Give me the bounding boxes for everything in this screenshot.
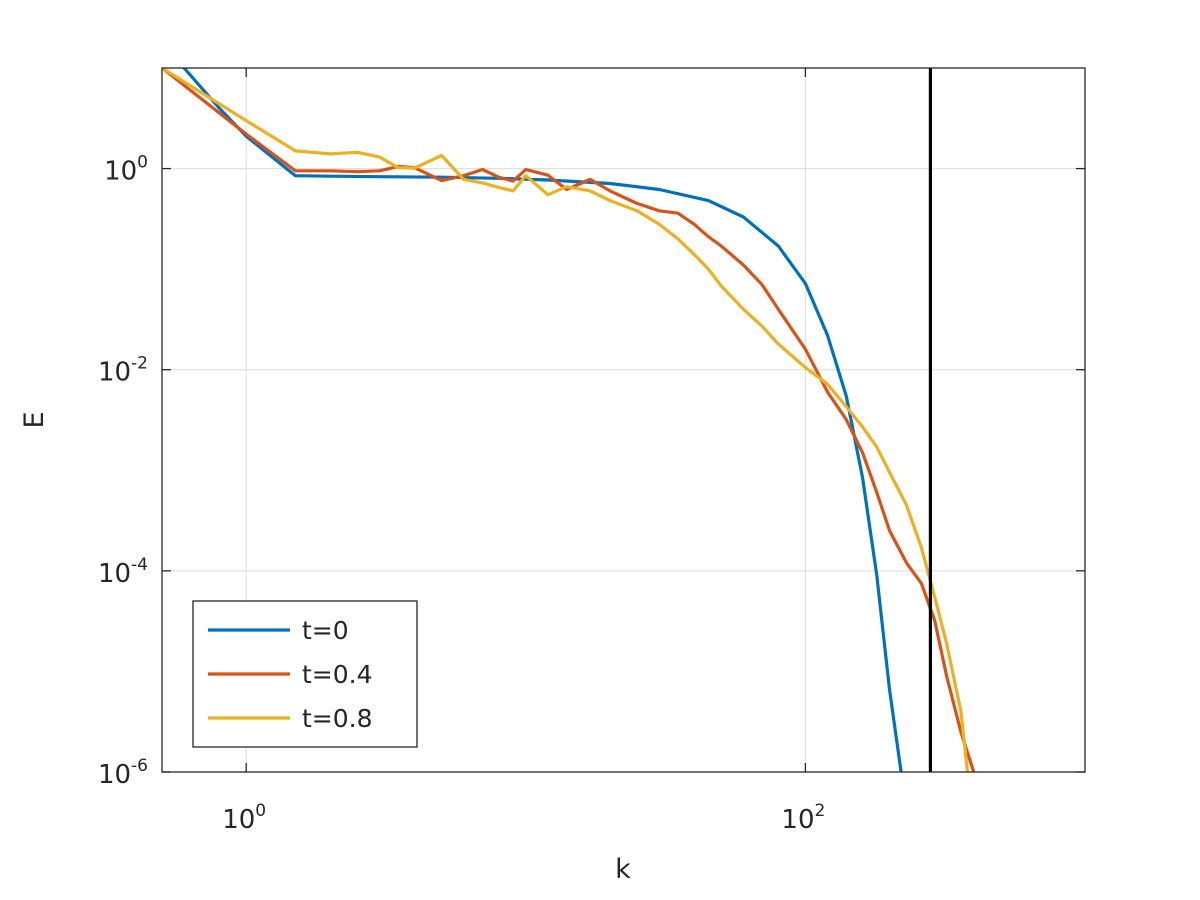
- x-axis-label: k: [615, 854, 631, 885]
- y-tick-label: 10-6: [98, 756, 148, 790]
- y-tick-label: 100: [104, 153, 148, 187]
- y-tick-label: 10-2: [98, 354, 148, 388]
- series-line-3: [162, 68, 970, 772]
- x-tick-label: 100: [222, 801, 266, 835]
- y-axis-label: E: [19, 411, 50, 428]
- y-tick-label: 10-4: [98, 555, 148, 589]
- legend: t=0 t=0.4 t=0.8: [192, 600, 418, 748]
- legend-label-3: t=0.8: [302, 704, 373, 733]
- legend-label-2: t=0.4: [302, 660, 373, 689]
- x-tick-label: 102: [781, 801, 825, 835]
- legend-label-1: t=0: [302, 616, 349, 645]
- axes-box: [161, 67, 1086, 773]
- ticks: 100 102 100 10-2 10-4 10-6: [98, 68, 1085, 835]
- plot-area: [162, 68, 976, 772]
